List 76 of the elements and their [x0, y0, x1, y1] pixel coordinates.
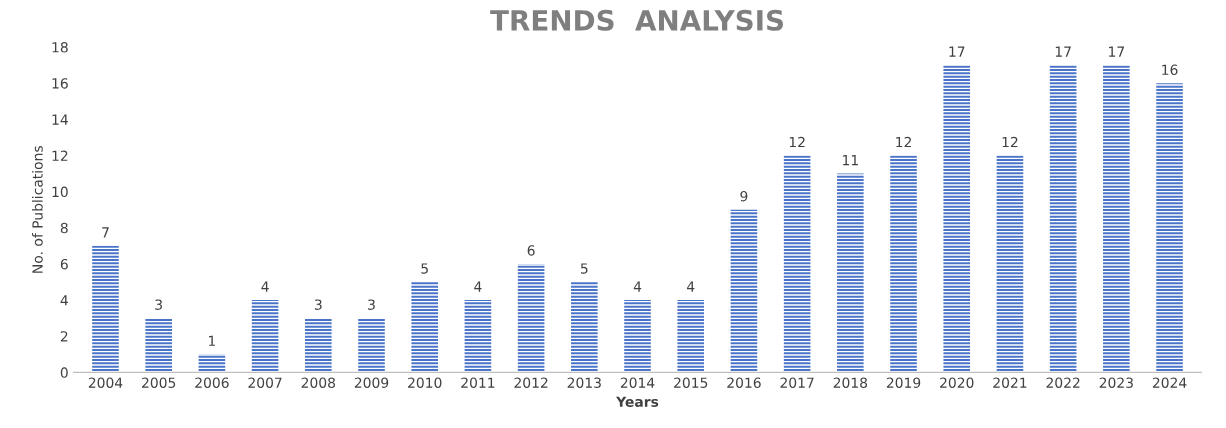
data-label: 4	[474, 281, 482, 292]
data-label: 3	[368, 299, 375, 310]
data-label: 12	[789, 136, 805, 148]
data-label: 5	[421, 263, 428, 274]
bar	[92, 245, 119, 373]
y-tick-label: 12	[52, 150, 68, 161]
data-label: 5	[580, 263, 588, 274]
data-label: 17	[1055, 46, 1071, 57]
y-tick-label: 8	[60, 222, 68, 234]
bar	[517, 263, 545, 373]
x-tick-label: 2010	[408, 377, 442, 388]
data-label: 4	[686, 281, 695, 292]
y-tick-label: 2	[60, 331, 68, 342]
chart-title: TRENDS ANALYSIS	[490, 9, 784, 31]
x-tick-label: 2015	[674, 377, 708, 388]
data-label: 1	[209, 335, 216, 346]
bar	[305, 318, 332, 373]
x-tick-label: 2004	[88, 377, 123, 388]
x-tick-label: 2018	[833, 377, 868, 388]
data-label: 16	[1162, 64, 1178, 75]
x-tick-label: 2024	[1152, 377, 1187, 388]
bar	[198, 354, 226, 373]
bar	[1103, 65, 1130, 373]
x-tick-label: 2006	[195, 377, 229, 388]
x-tick-label: 2016	[727, 377, 761, 388]
data-label: 7	[102, 227, 109, 238]
x-tick-label: 2011	[461, 377, 495, 388]
bar	[358, 318, 385, 373]
x-tick-label: 2023	[1099, 377, 1133, 388]
bar	[411, 282, 439, 373]
bar	[1049, 65, 1077, 373]
bar	[1156, 83, 1183, 373]
x-tick-label: 2020	[940, 377, 974, 388]
data-label: 9	[740, 190, 748, 202]
x-tick-label: 2022	[1046, 377, 1080, 388]
data-label: 3	[155, 299, 162, 310]
x-tick-label: 2005	[142, 377, 176, 388]
x-tick-label: 2017	[780, 377, 814, 388]
bar	[677, 300, 705, 373]
y-tick-label: 0	[60, 367, 68, 378]
bar	[251, 300, 279, 373]
bar	[837, 173, 864, 373]
y-axis-title: No. of Publications	[32, 146, 43, 273]
x-tick-label: 2007	[248, 377, 282, 388]
y-tick-label: 4	[60, 295, 68, 306]
bar	[890, 155, 917, 373]
y-tick-label: 6	[60, 258, 68, 270]
x-tick-label: 2012	[514, 377, 548, 388]
data-label: 3	[314, 299, 322, 310]
data-label: 12	[1002, 136, 1018, 148]
x-tick-label: 2009	[354, 377, 389, 388]
bar	[996, 155, 1024, 373]
y-tick-label: 18	[52, 42, 68, 53]
bar	[145, 318, 172, 373]
y-tick-label: 14	[52, 114, 68, 125]
bar	[943, 65, 971, 373]
data-label: 17	[949, 46, 965, 57]
bar	[730, 209, 758, 373]
data-label: 17	[1109, 46, 1124, 57]
data-label: 12	[896, 136, 911, 148]
data-label: 11	[843, 155, 858, 166]
data-label: 6	[527, 245, 535, 256]
bar	[624, 300, 651, 373]
x-axis-title: Years	[616, 396, 659, 407]
data-label: 4	[633, 281, 642, 292]
bar	[571, 282, 598, 373]
x-tick-label: 2021	[993, 377, 1027, 388]
x-tick-label: 2019	[886, 377, 921, 388]
x-tick-label: 2013	[567, 377, 601, 388]
bar	[783, 155, 811, 373]
y-tick-label: 16	[52, 78, 68, 89]
x-tick-label: 2008	[301, 377, 336, 388]
x-tick-label: 2014	[620, 377, 655, 388]
y-tick-label: 10	[52, 186, 68, 198]
bar	[464, 300, 492, 373]
data-label: 4	[261, 281, 269, 292]
